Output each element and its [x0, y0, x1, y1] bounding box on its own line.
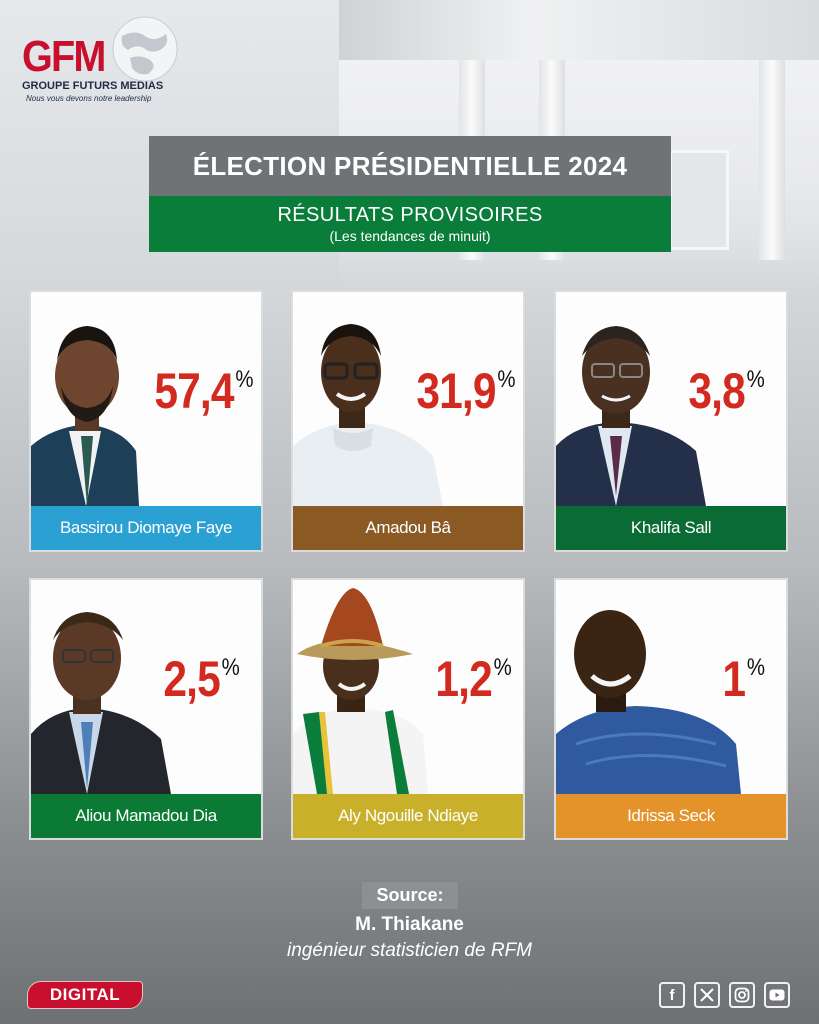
social-icons: f — [659, 982, 790, 1008]
logo-gfm-text: GFM — [22, 32, 106, 81]
candidate-photo — [293, 588, 428, 794]
percent-value: 57,4% — [154, 363, 254, 419]
candidate-photo — [293, 324, 443, 506]
percent-value: 1,2% — [435, 651, 511, 707]
subtitle-banner: RÉSULTATS PROVISOIRES (Les tendances de … — [149, 196, 671, 252]
subtitle: RÉSULTATS PROVISOIRES — [277, 204, 543, 226]
candidate-photo — [31, 326, 139, 506]
candidate-card: 1,2% Aly Ngouille Ndiaye — [291, 578, 525, 840]
candidate-name: Aliou Mamadou Dia — [31, 794, 261, 838]
candidate-card: 1% Idrissa Seck — [554, 578, 788, 840]
logo-tagline: Nous vous devons notre leadership — [26, 94, 152, 103]
percent-value: 31,9% — [416, 363, 516, 419]
candidate-name: Amadou Bâ — [293, 506, 523, 550]
source-name: M. Thiakane — [355, 914, 464, 935]
percent-value: 1% — [722, 651, 765, 707]
candidate-card: 2,5% Aliou Mamadou Dia — [29, 578, 263, 840]
candidate-photo — [556, 326, 706, 506]
candidate-name: Khalifa Sall — [556, 506, 786, 550]
source-label: Source: — [376, 885, 444, 905]
logo-group-name: GROUPE FUTURS MEDIAS — [22, 80, 164, 92]
youtube-icon[interactable] — [764, 982, 790, 1008]
candidate-name: Bassirou Diomaye Faye — [31, 506, 261, 550]
source-role: ingénieur statisticien de RFM — [287, 940, 532, 961]
x-icon[interactable] — [694, 982, 720, 1008]
candidate-name: Idrissa Seck — [556, 794, 786, 838]
candidate-card: 31,9% Amadou Bâ — [291, 290, 525, 552]
candidate-name: Aly Ngouille Ndiaye — [293, 794, 523, 838]
candidate-card: 57,4% Bassirou Diomaye Faye — [29, 290, 263, 552]
digital-badge: DIGITAL — [27, 981, 143, 1009]
instagram-icon[interactable] — [729, 982, 755, 1008]
page-title: ÉLECTION PRÉSIDENTIELLE 2024 — [192, 150, 628, 181]
facebook-icon[interactable]: f — [659, 982, 685, 1008]
gfm-logo: GFM GROUPE FUTURS MEDIAS Nous vous devon… — [22, 14, 182, 106]
candidate-photo — [556, 610, 741, 794]
source-label-box: Source: — [362, 882, 458, 909]
subtitle-note: (Les tendances de minuit) — [329, 228, 491, 244]
title-banner: ÉLECTION PRÉSIDENTIELLE 2024 — [149, 136, 671, 196]
candidate-card: 3,8% Khalifa Sall — [554, 290, 788, 552]
globe-icon — [112, 16, 178, 82]
candidate-photo — [31, 612, 171, 794]
percent-value: 3,8% — [688, 363, 764, 419]
percent-value: 2,5% — [163, 651, 239, 707]
